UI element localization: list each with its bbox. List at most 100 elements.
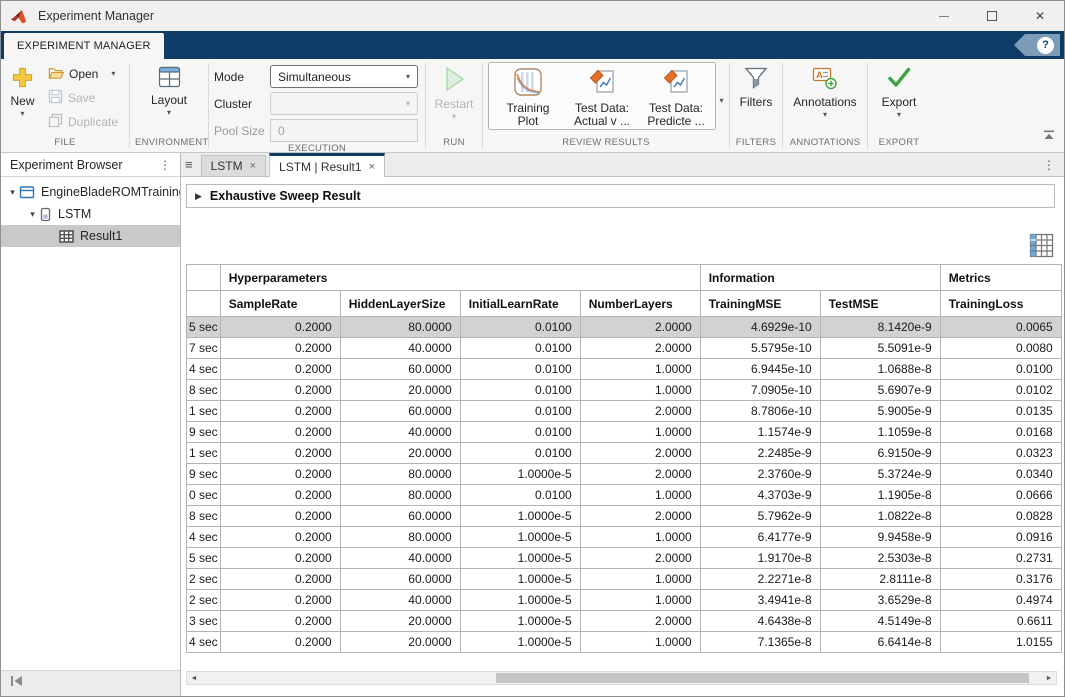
- value-cell[interactable]: 1.0000e-5: [459, 631, 581, 653]
- value-cell[interactable]: 5.3724e-9: [819, 463, 941, 485]
- value-cell[interactable]: 0.0065: [939, 316, 1062, 338]
- table-row[interactable]: 9 sec 0.2000 80.0000 1.0000e-5 2.0000 2.3760e…: [186, 463, 1062, 485]
- value-cell[interactable]: 40.0000: [339, 589, 461, 611]
- value-cell[interactable]: 1.0000: [579, 568, 701, 590]
- value-cell[interactable]: 2.3760e-9: [699, 463, 821, 485]
- value-cell[interactable]: 20.0000: [339, 631, 461, 653]
- new-button[interactable]: New ▾: [6, 62, 39, 118]
- pool-size-field[interactable]: 0: [270, 119, 418, 142]
- value-cell[interactable]: 2.0000: [579, 610, 701, 632]
- scroll-right-icon[interactable]: ►: [1045, 674, 1053, 682]
- value-cell[interactable]: 1.0688e-8: [819, 358, 941, 380]
- value-cell[interactable]: 0.0828: [939, 505, 1062, 527]
- elapsed-time-cell[interactable]: 9 sec: [186, 421, 221, 443]
- elapsed-time-cell[interactable]: 5 sec: [186, 316, 221, 338]
- value-cell[interactable]: 0.0135: [939, 400, 1062, 422]
- collapse-ribbon-icon[interactable]: [1042, 128, 1056, 146]
- export-button[interactable]: Export ▾: [878, 62, 921, 119]
- table-row[interactable]: 7 sec 0.2000 40.0000 0.0100 2.0000 5.5795e-10…: [186, 337, 1062, 359]
- review-results-more-button[interactable]: ▾: [719, 70, 724, 130]
- value-cell[interactable]: 60.0000: [339, 400, 461, 422]
- value-cell[interactable]: 0.0100: [459, 358, 581, 380]
- value-cell[interactable]: 1.0000e-5: [459, 547, 581, 569]
- column-header[interactable]: HiddenLayerSize: [339, 290, 461, 317]
- value-cell[interactable]: 2.2485e-9: [699, 442, 821, 464]
- value-cell[interactable]: 60.0000: [339, 505, 461, 527]
- table-row[interactable]: 9 sec 0.2000 40.0000 0.0100 1.0000 1.1574e-9 1…: [186, 421, 1062, 443]
- value-cell[interactable]: 0.0100: [459, 316, 581, 338]
- value-cell[interactable]: 1.0000e-5: [459, 568, 581, 590]
- value-cell[interactable]: 5.7962e-9: [699, 505, 821, 527]
- value-cell[interactable]: 0.2000: [219, 316, 341, 338]
- value-cell[interactable]: 0.2000: [219, 631, 341, 653]
- value-cell[interactable]: 20.0000: [339, 442, 461, 464]
- value-cell[interactable]: 0.2000: [219, 568, 341, 590]
- value-cell[interactable]: 6.9150e-9: [819, 442, 941, 464]
- value-cell[interactable]: 60.0000: [339, 568, 461, 590]
- value-cell[interactable]: 2.0000: [579, 547, 701, 569]
- value-cell[interactable]: 1.0000e-5: [459, 505, 581, 527]
- value-cell[interactable]: 0.2000: [219, 358, 341, 380]
- value-cell[interactable]: 0.0323: [939, 442, 1062, 464]
- elapsed-time-cell[interactable]: 0 sec: [186, 484, 221, 506]
- scroll-left-icon[interactable]: ◄: [190, 674, 198, 682]
- table-row[interactable]: 4 sec 0.2000 60.0000 0.0100 1.0000 6.9445e-10…: [186, 358, 1062, 380]
- value-cell[interactable]: 0.3176: [939, 568, 1062, 590]
- value-cell[interactable]: 4.6929e-10: [699, 316, 821, 338]
- value-cell[interactable]: 6.6414e-8: [819, 631, 941, 653]
- value-cell[interactable]: 1.0000: [579, 379, 701, 401]
- column-options-icon[interactable]: [1029, 233, 1054, 263]
- training-plot-button[interactable]: Training Plot: [491, 64, 565, 128]
- elapsed-time-cell[interactable]: 5 sec: [186, 547, 221, 569]
- elapsed-time-cell[interactable]: 9 sec: [186, 463, 221, 485]
- value-cell[interactable]: 1.1905e-8: [819, 484, 941, 506]
- value-cell[interactable]: 2.0000: [579, 505, 701, 527]
- value-cell[interactable]: 3.6529e-8: [819, 589, 941, 611]
- value-cell[interactable]: 1.0000: [579, 526, 701, 548]
- tree-item-result[interactable]: Result1: [1, 225, 180, 247]
- value-cell[interactable]: 4.5149e-8: [819, 610, 941, 632]
- elapsed-time-cell[interactable]: 4 sec: [186, 631, 221, 653]
- minimize-icon[interactable]: —: [939, 10, 949, 22]
- value-cell[interactable]: 1.9170e-8: [699, 547, 821, 569]
- value-cell[interactable]: 80.0000: [339, 484, 461, 506]
- value-cell[interactable]: 2.2271e-8: [699, 568, 821, 590]
- value-cell[interactable]: 1.0000e-5: [459, 589, 581, 611]
- column-header[interactable]: [186, 290, 221, 317]
- value-cell[interactable]: 0.2000: [219, 526, 341, 548]
- close-tab-icon[interactable]: ×: [368, 160, 375, 173]
- column-header[interactable]: InitialLearnRate: [459, 290, 581, 317]
- elapsed-time-cell[interactable]: 4 sec: [186, 358, 221, 380]
- value-cell[interactable]: 0.4974: [939, 589, 1062, 611]
- value-cell[interactable]: 0.0100: [939, 358, 1062, 380]
- save-button[interactable]: Save: [45, 86, 121, 110]
- value-cell[interactable]: 4.3703e-9: [699, 484, 821, 506]
- value-cell[interactable]: 80.0000: [339, 316, 461, 338]
- value-cell[interactable]: 5.5795e-10: [699, 337, 821, 359]
- cluster-dropdown[interactable]: ▾: [270, 92, 418, 115]
- tab-lstm-result1[interactable]: LSTM | Result1 ×: [269, 153, 385, 177]
- column-header[interactable]: TestMSE: [819, 290, 941, 317]
- elapsed-time-cell[interactable]: 2 sec: [186, 568, 221, 590]
- table-row[interactable]: 8 sec 0.2000 60.0000 1.0000e-5 2.0000 5.7962e…: [186, 505, 1062, 527]
- tab-bar-menu-icon[interactable]: ⋮: [1043, 158, 1055, 172]
- value-cell[interactable]: 0.0080: [939, 337, 1062, 359]
- value-cell[interactable]: 2.0000: [579, 316, 701, 338]
- value-cell[interactable]: 8.1420e-9: [819, 316, 941, 338]
- value-cell[interactable]: 40.0000: [339, 421, 461, 443]
- tab-lstm[interactable]: LSTM ×: [200, 155, 267, 176]
- value-cell[interactable]: 0.2000: [219, 610, 341, 632]
- value-cell[interactable]: 0.2000: [219, 337, 341, 359]
- value-cell[interactable]: 4.6438e-8: [699, 610, 821, 632]
- value-cell[interactable]: 8.7806e-10: [699, 400, 821, 422]
- value-cell[interactable]: 2.0000: [579, 442, 701, 464]
- table-row[interactable]: 8 sec 0.2000 20.0000 0.0100 1.0000 7.0905e-10…: [186, 379, 1062, 401]
- test-data-predicted-button[interactable]: Test Data: Predicte ...: [639, 64, 713, 128]
- value-cell[interactable]: 80.0000: [339, 526, 461, 548]
- value-cell[interactable]: 1.0000e-5: [459, 526, 581, 548]
- filters-button[interactable]: Filters: [736, 62, 777, 109]
- value-cell[interactable]: 0.0100: [459, 400, 581, 422]
- value-cell[interactable]: 0.2000: [219, 379, 341, 401]
- value-cell[interactable]: 0.0666: [939, 484, 1062, 506]
- value-cell[interactable]: 1.0155: [939, 631, 1062, 653]
